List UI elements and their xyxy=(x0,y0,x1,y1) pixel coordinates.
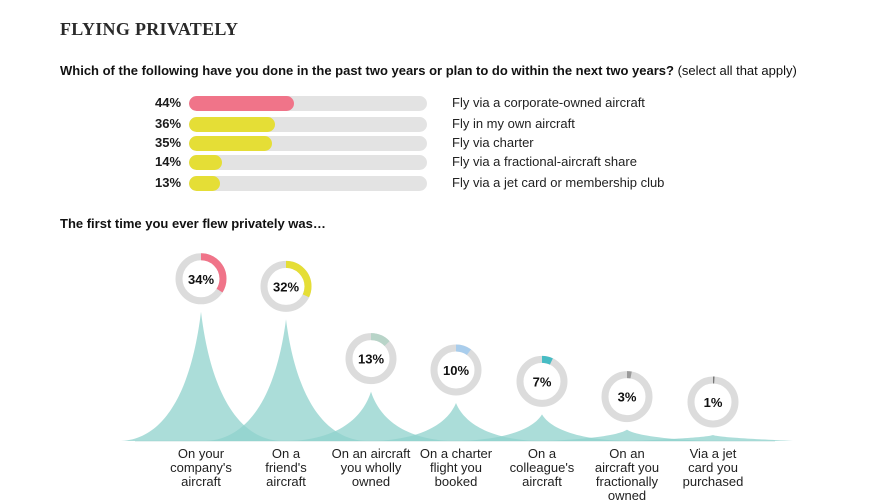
donut-segment xyxy=(260,260,312,312)
category-label-line: On your xyxy=(177,446,225,461)
donut-value-label: 10% xyxy=(443,363,469,378)
category-label: On a charter flight you booked xyxy=(401,447,511,489)
category-label: On an aircraft you wholly owned xyxy=(316,447,426,489)
category-label-line: booked xyxy=(434,474,478,489)
category-label: On your company's aircraft xyxy=(146,447,256,489)
category-label-line: On a xyxy=(527,446,557,461)
donut-value-label: 13% xyxy=(358,352,384,367)
category-label-line: owned xyxy=(607,488,647,503)
category-label-line: On a xyxy=(271,446,301,461)
category-label: On a friend's aircraft xyxy=(231,447,341,489)
donut-value-label: 32% xyxy=(273,279,299,294)
category-label-line: aircraft you xyxy=(594,460,660,475)
donut-value-label: 7% xyxy=(533,374,552,389)
category-label-line: aircraft xyxy=(266,474,306,489)
donut-segment xyxy=(687,376,739,428)
category-label-line: friend's xyxy=(265,460,307,475)
category-label: Via a jet card you purchased xyxy=(658,447,768,489)
donut-value-label: 1% xyxy=(704,395,723,410)
donut-segment xyxy=(345,333,397,385)
category-label: On an aircraft you fractionally owned xyxy=(572,447,682,503)
category-label: On a colleague's aircraft xyxy=(487,447,597,489)
category-label-line: you wholly xyxy=(340,460,402,475)
category-label-line: fractionally xyxy=(595,474,659,489)
category-label-line: card you xyxy=(688,460,738,475)
area-peak xyxy=(547,429,707,441)
category-label-line: Via a jet xyxy=(689,446,737,461)
donut-value-label: 3% xyxy=(618,390,637,405)
category-label-line: aircraft xyxy=(181,474,221,489)
question-1: Which of the following have you done in … xyxy=(60,63,797,78)
area-peak xyxy=(376,403,536,441)
category-label-line: On a charter xyxy=(419,446,493,461)
question-1-text: Which of the following have you done in … xyxy=(60,63,674,78)
category-label-line: owned xyxy=(351,474,391,489)
area-peak xyxy=(121,311,281,441)
category-label-line: company's xyxy=(170,460,232,475)
question-2: The first time you ever flew privately w… xyxy=(60,216,326,231)
category-label-line: On an aircraft xyxy=(331,446,411,461)
donut-segment xyxy=(601,371,653,423)
section-title: FLYING PRIVATELY xyxy=(60,19,239,39)
category-label-line: purchased xyxy=(682,474,744,489)
donut-value-label: 34% xyxy=(188,272,214,287)
category-label-line: colleague's xyxy=(509,460,575,475)
category-label-line: aircraft xyxy=(522,474,562,489)
donut-segment xyxy=(175,253,227,305)
area-peak xyxy=(206,319,366,441)
area-peak xyxy=(462,414,622,441)
category-label-line: On an xyxy=(609,446,645,461)
area-peak xyxy=(291,391,451,441)
category-label-line: flight you xyxy=(429,460,483,475)
donut-segment xyxy=(516,355,568,407)
area-peak xyxy=(633,435,793,441)
question-1-note: (select all that apply) xyxy=(677,63,797,78)
donut-segment xyxy=(430,344,482,396)
